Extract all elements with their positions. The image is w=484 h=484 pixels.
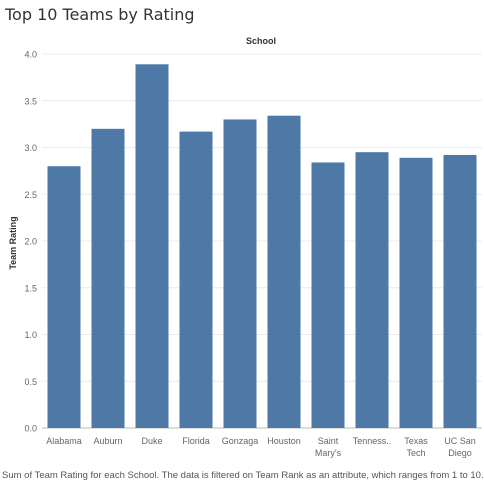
bars: [47, 64, 477, 429]
column-header: School: [246, 36, 276, 46]
x-tick-label: Alabama: [46, 436, 82, 446]
bar[interactable]: [355, 152, 389, 429]
bar[interactable]: [223, 119, 257, 428]
x-axis-labels: Alabama Auburn Duke Florida Gonzaga Houston Sa…: [46, 436, 476, 458]
y-axis-label: Team Rating: [8, 216, 18, 269]
y-tick-label: 0.0: [24, 424, 37, 434]
x-tick-label: Diego: [448, 448, 472, 458]
bar[interactable]: [399, 157, 433, 428]
y-tick-label: 3.0: [24, 143, 37, 153]
x-tick-label: Mary's: [315, 448, 342, 458]
bar[interactable]: [267, 115, 301, 429]
y-tick-label: 2.0: [24, 237, 37, 247]
x-tick-label: Duke: [141, 436, 162, 446]
bar[interactable]: [311, 162, 345, 428]
x-tick-label: Florida: [182, 436, 210, 446]
y-tick-label: 2.5: [24, 190, 37, 200]
y-axis-ticks: 0.0 0.5 1.0 1.5 2.0 2.5 3.0 3.5 4.0: [24, 50, 37, 434]
y-tick-label: 1.5: [24, 283, 37, 293]
x-tick-label: Tenness..: [353, 436, 392, 446]
bar[interactable]: [179, 131, 213, 429]
x-tick-label: Texas: [404, 436, 428, 446]
chart-caption: Sum of Team Rating for each School. The …: [2, 470, 484, 481]
chart-title: Top 10 Teams by Rating: [5, 5, 195, 24]
bar[interactable]: [135, 64, 169, 428]
y-tick-label: 3.5: [24, 96, 37, 106]
x-tick-label: Tech: [406, 448, 425, 458]
x-tick-label: UC San: [444, 436, 476, 446]
bar[interactable]: [91, 128, 125, 429]
bar[interactable]: [443, 154, 477, 429]
y-tick-label: 1.0: [24, 330, 37, 340]
y-tick-label: 4.0: [24, 50, 37, 60]
x-tick-label: Saint: [318, 436, 339, 446]
x-tick-label: Gonzaga: [222, 436, 259, 446]
x-tick-label: Auburn: [93, 436, 122, 446]
bar[interactable]: [47, 166, 81, 428]
y-tick-label: 0.5: [24, 377, 37, 387]
x-tick-label: Houston: [267, 436, 301, 446]
